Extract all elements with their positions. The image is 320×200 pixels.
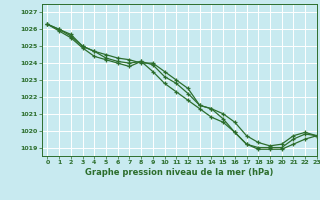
X-axis label: Graphe pression niveau de la mer (hPa): Graphe pression niveau de la mer (hPa) — [85, 168, 273, 177]
